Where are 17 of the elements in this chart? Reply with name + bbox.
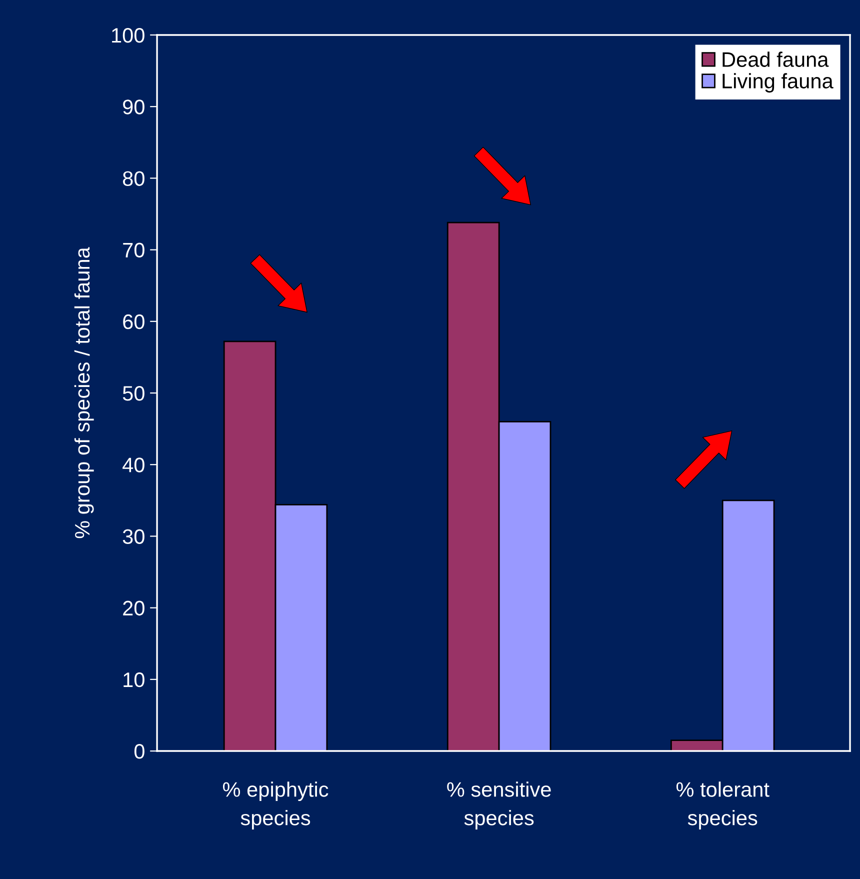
y-axis-title: % group of species / total fauna	[74, 247, 94, 538]
y-tick-label: 20	[123, 600, 144, 616]
y-tick-label: 100	[112, 28, 144, 43]
y-tick-label: 30	[122, 529, 144, 544]
legend-label: Living fauna	[722, 73, 834, 93]
y-tick-label: 80	[122, 171, 144, 186]
y-tick-label: 0	[134, 744, 144, 759]
x-tick-label: % epiphytic species	[222, 782, 328, 830]
y-tick-label: 90	[123, 100, 144, 114]
y-tick-label: 50	[122, 386, 144, 401]
y-tick-label: 70	[123, 242, 144, 258]
x-tick-label: % sensitive species	[447, 782, 551, 830]
y-tick-label: 60	[123, 314, 144, 330]
legend-label: Dead fauna	[722, 52, 829, 67]
y-tick-label: 10	[124, 672, 144, 688]
y-tick-label: 40	[122, 458, 144, 472]
x-tick-label: % tolerant species	[676, 782, 770, 830]
